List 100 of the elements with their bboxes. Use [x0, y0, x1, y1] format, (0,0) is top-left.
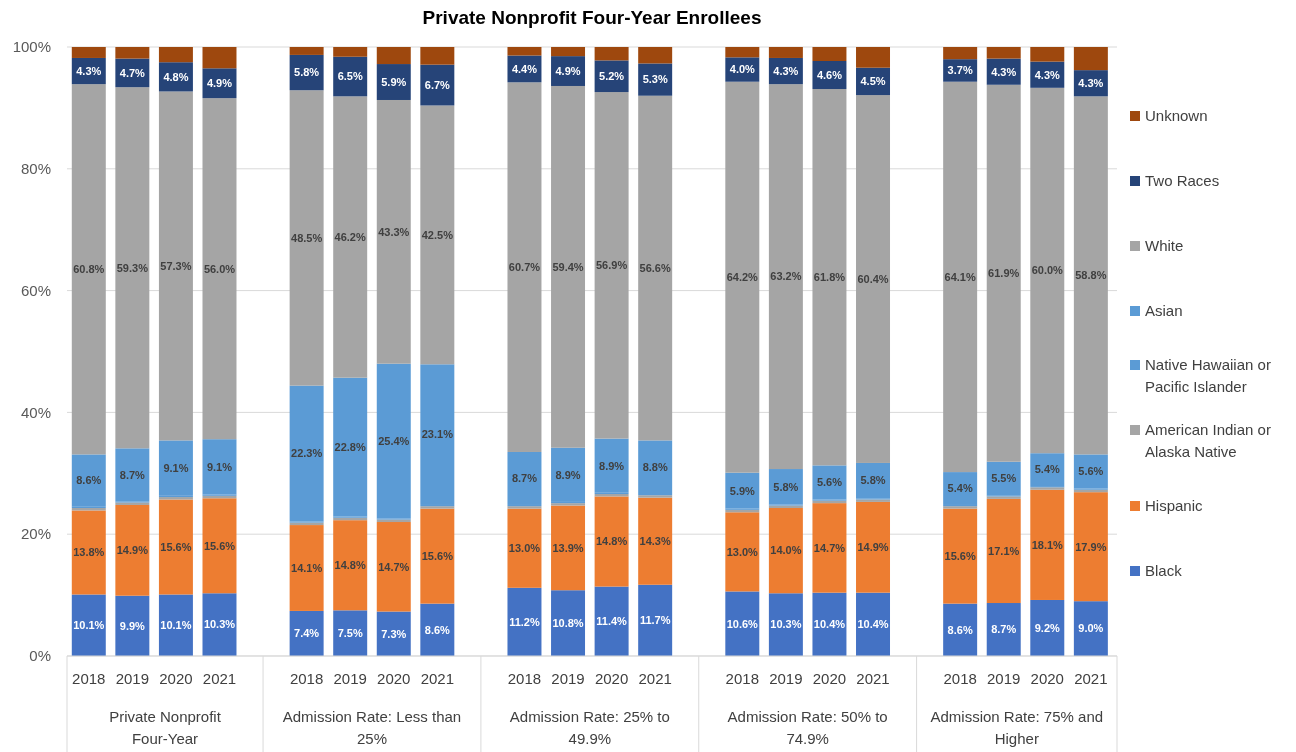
x-tick-label: 2021	[420, 670, 455, 687]
legend-label: Unknown	[1145, 107, 1208, 125]
data-label: 4.3%	[773, 64, 799, 77]
y-tick-label: 0%	[29, 647, 51, 665]
x-tick-label: 2021	[1074, 670, 1108, 687]
data-label: 4.9%	[555, 64, 581, 77]
data-label: 8.7%	[991, 623, 1017, 636]
x-tick-label: 2018	[72, 670, 106, 687]
x-tick-label: 2018	[289, 670, 324, 687]
data-label: 4.4%	[511, 62, 538, 75]
data-label: 43.3%	[378, 225, 410, 238]
data-label: 22.3%	[291, 447, 323, 460]
y-tick-label: 40%	[20, 403, 51, 421]
data-label: 14.3%	[639, 535, 671, 548]
data-label: 15.6%	[944, 549, 976, 562]
legend-label: Black	[1145, 562, 1183, 580]
data-label: 46.2%	[334, 230, 366, 243]
data-label: 8.6%	[76, 474, 102, 487]
data-label: 4.9%	[206, 77, 233, 90]
data-label: 58.8%	[1075, 269, 1107, 282]
data-label: 60.7%	[508, 261, 541, 273]
data-label: 9.1%	[206, 460, 233, 473]
text: Admission Rate: 25% to 49.9%	[509, 708, 670, 747]
data-label: 4.3%	[1034, 68, 1061, 81]
data-label: 10.6%	[726, 617, 759, 630]
data-label: 64.1%	[944, 270, 976, 283]
data-label: 60.4%	[857, 272, 889, 285]
data-label: 5.8%	[773, 480, 799, 493]
data-label: 64.2%	[726, 271, 759, 284]
data-label: 14.7%	[813, 541, 846, 554]
x-tick-label: 2021	[856, 670, 890, 687]
data-label: 56.0%	[203, 262, 236, 275]
legend-label: Asian	[1145, 302, 1183, 320]
data-label: 56.6%	[639, 261, 671, 274]
data-label: 10.8%	[552, 616, 584, 629]
y-tick-label: 100%	[12, 38, 51, 56]
data-label: 59.3%	[116, 261, 149, 274]
x-tick-label: 2019	[769, 670, 803, 687]
data-label: 8.8%	[642, 461, 668, 474]
data-label: 9.1%	[163, 461, 189, 474]
data-label: 5.9%	[381, 75, 407, 88]
data-label: 11.7%	[639, 614, 671, 627]
data-label: 11.2%	[509, 615, 540, 628]
data-label: 8.7%	[511, 472, 538, 485]
data-label: 10.1%	[73, 619, 105, 632]
x-tick-label: 2019	[115, 670, 150, 687]
data-label: 61.8%	[813, 271, 846, 284]
x-tick-label: 2019	[333, 670, 367, 687]
data-label: 7.4%	[294, 627, 320, 640]
chart-title: Private Nonprofit Four-Year Enrollees	[422, 7, 762, 28]
data-label: 5.6%	[1078, 465, 1104, 478]
data-label: 14.9%	[116, 544, 149, 557]
data-label: 15.6%	[203, 539, 236, 552]
data-label: 48.5%	[291, 231, 323, 244]
data-label: 6.7%	[424, 78, 451, 91]
text: Admission Rate: Less than 25%	[282, 708, 462, 747]
x-tick-label: 2021	[638, 670, 672, 687]
data-label: 8.9%	[555, 468, 581, 481]
data-label: 4.7%	[119, 66, 146, 79]
data-label: 8.6%	[947, 623, 973, 636]
data-label: 10.3%	[203, 618, 236, 631]
data-label: 18.1%	[1031, 538, 1064, 551]
data-label: 42.5%	[421, 228, 454, 241]
legend-label: Native Hawaiian or Pacific Islander	[1145, 356, 1271, 396]
data-label: 11.4%	[596, 615, 628, 628]
data-label: 7.3%	[381, 627, 407, 640]
data-label: 5.3%	[642, 73, 668, 86]
x-tick-label: 2020	[812, 670, 847, 687]
data-label: 15.6%	[421, 549, 454, 562]
data-label: 7.5%	[337, 627, 363, 640]
data-label: 15.6%	[160, 540, 192, 553]
x-tick-label: 2020	[594, 670, 629, 687]
data-label: 14.9%	[857, 541, 889, 554]
data-label: 3.7%	[947, 64, 973, 77]
legend-label: Two Races	[1145, 172, 1220, 190]
data-label: 4.8%	[163, 70, 189, 83]
data-label: 14.1%	[291, 561, 323, 574]
data-label: 9.0%	[1078, 622, 1104, 635]
data-label: 17.1%	[988, 544, 1020, 557]
data-label: 13.9%	[552, 541, 584, 554]
x-tick-label: 2019	[987, 670, 1021, 687]
text: Admission Rate: 50% to 74.9%	[727, 708, 888, 747]
data-label: 4.6%	[816, 68, 843, 81]
data-label: 8.6%	[424, 623, 451, 636]
x-tick-label: 2020	[159, 670, 193, 687]
data-label: 5.8%	[860, 474, 886, 487]
data-label: 13.8%	[73, 546, 105, 559]
data-label: 6.5%	[337, 70, 363, 83]
text: Private Nonprofit Four-Year	[109, 708, 222, 747]
data-label: 13.0%	[508, 542, 541, 555]
data-label: 8.7%	[119, 468, 146, 481]
data-label: 22.8%	[334, 440, 366, 453]
data-label: 63.2%	[770, 270, 802, 283]
legend-label: White	[1145, 237, 1184, 255]
x-tick-label: 2021	[202, 670, 237, 687]
data-label: 4.3%	[76, 64, 102, 77]
data-label: 61.9%	[988, 267, 1020, 280]
data-label: 5.5%	[991, 472, 1017, 485]
data-label: 4.3%	[1078, 77, 1104, 90]
data-label: 8.9%	[599, 459, 625, 472]
